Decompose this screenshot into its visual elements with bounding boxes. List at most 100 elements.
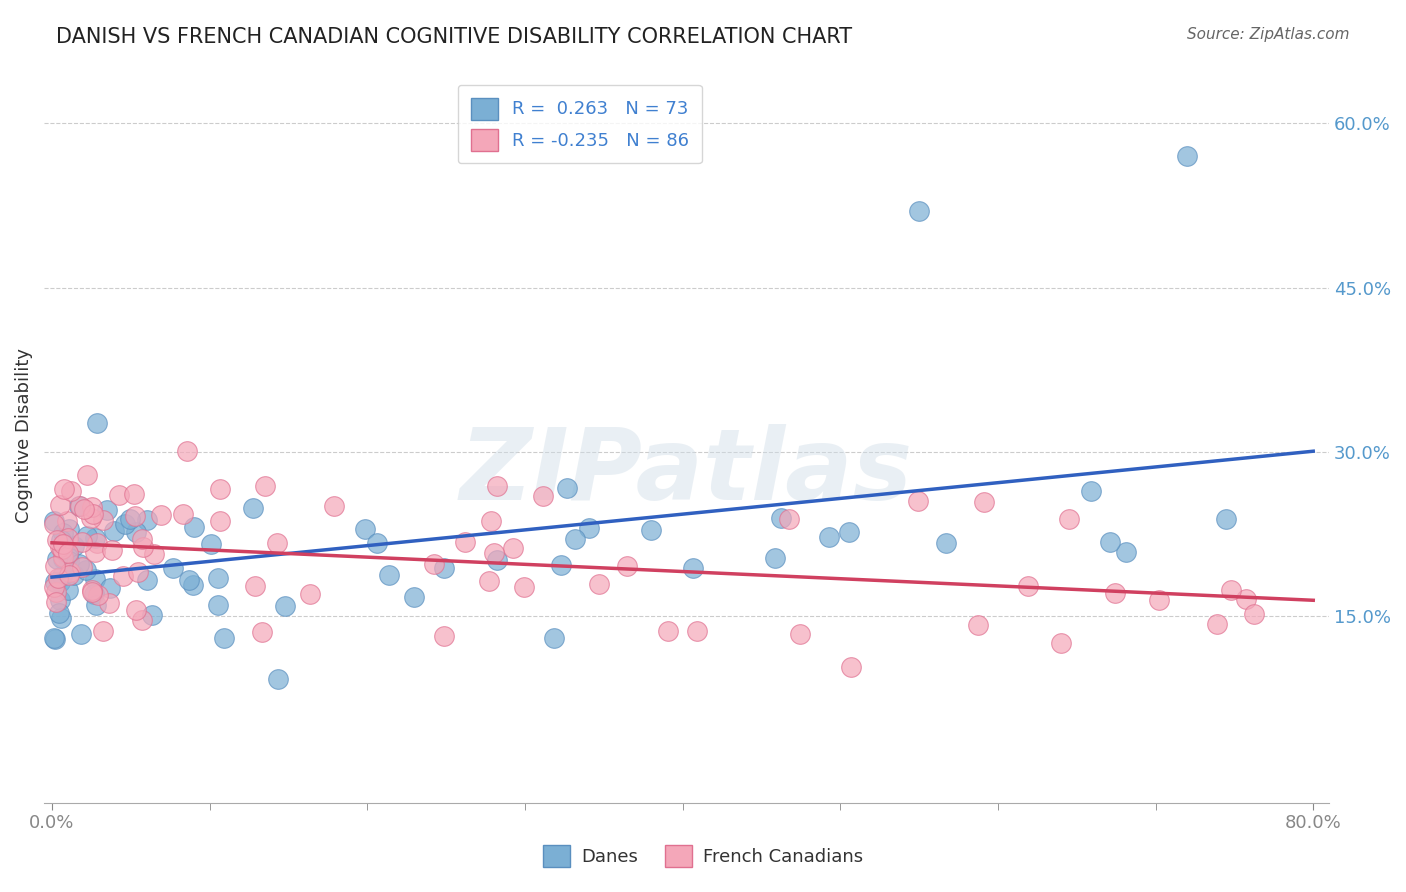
- Point: [63, 540, 86, 554]
- Point: [124, 508, 146, 523]
- Point: [908, 203, 931, 218]
- Point: [58, 554, 80, 568]
- Point: [131, 532, 153, 546]
- Point: [46, 571, 69, 585]
- Point: [76, 468, 98, 483]
- Point: [433, 560, 456, 574]
- Point: [183, 520, 205, 534]
- Point: [44, 558, 66, 573]
- Point: [640, 523, 662, 537]
- Point: [52, 537, 75, 551]
- Point: [1115, 545, 1137, 559]
- Point: [485, 479, 508, 493]
- Point: [108, 488, 131, 502]
- Point: [80, 582, 103, 597]
- Point: [86, 535, 108, 549]
- Point: [478, 574, 501, 589]
- Point: [588, 577, 610, 591]
- Point: [86, 416, 108, 430]
- Point: [58, 532, 80, 546]
- Point: [550, 558, 572, 573]
- Legend: R =  0.263   N = 73, R = -0.235   N = 86: R = 0.263 N = 73, R = -0.235 N = 86: [458, 85, 702, 163]
- Point: [207, 571, 229, 585]
- Point: [266, 535, 288, 549]
- Point: [502, 541, 524, 555]
- Point: [49, 541, 72, 555]
- Point: [1017, 579, 1039, 593]
- Point: [42, 516, 65, 531]
- Point: [1049, 636, 1071, 650]
- Point: [212, 632, 235, 646]
- Point: [1243, 607, 1265, 621]
- Point: [58, 582, 80, 597]
- Point: [48, 606, 70, 620]
- Point: [207, 598, 229, 612]
- Point: [87, 588, 110, 602]
- Point: [52, 482, 75, 496]
- Point: [44, 632, 66, 646]
- Point: [578, 521, 600, 535]
- Point: [763, 551, 786, 566]
- Point: [44, 632, 66, 646]
- Point: [114, 516, 136, 531]
- Point: [44, 575, 66, 590]
- Point: [125, 525, 148, 540]
- Point: [176, 444, 198, 458]
- Point: [49, 533, 72, 547]
- Y-axis label: Cognitive Disability: Cognitive Disability: [15, 348, 32, 523]
- Point: [83, 587, 105, 601]
- Point: [97, 597, 120, 611]
- Point: [84, 531, 107, 545]
- Point: [682, 561, 704, 575]
- Point: [136, 513, 159, 527]
- Point: [181, 578, 204, 592]
- Point: [131, 613, 153, 627]
- Point: [531, 489, 554, 503]
- Point: [45, 552, 67, 566]
- Point: [378, 567, 401, 582]
- Point: [80, 511, 103, 525]
- Point: [103, 524, 125, 538]
- Point: [543, 632, 565, 646]
- Point: [76, 529, 98, 543]
- Point: [422, 557, 444, 571]
- Point: [564, 533, 586, 547]
- Point: [51, 525, 73, 540]
- Point: [56, 514, 79, 528]
- Point: [208, 514, 231, 528]
- Point: [366, 535, 388, 549]
- Point: [80, 500, 103, 514]
- Point: [60, 484, 83, 499]
- Point: [1080, 484, 1102, 499]
- Point: [250, 624, 273, 639]
- Point: [67, 557, 90, 571]
- Point: [51, 611, 73, 625]
- Point: [1098, 535, 1121, 549]
- Point: [91, 513, 114, 527]
- Point: [82, 584, 104, 599]
- Point: [1104, 586, 1126, 600]
- Point: [59, 565, 82, 579]
- Point: [84, 572, 107, 586]
- Point: [322, 499, 344, 513]
- Point: [42, 514, 65, 528]
- Point: [132, 540, 155, 554]
- Point: [1147, 593, 1170, 607]
- Point: [100, 542, 122, 557]
- Point: [935, 536, 957, 550]
- Point: [96, 503, 118, 517]
- Point: [1219, 582, 1241, 597]
- Point: [299, 587, 322, 601]
- Point: [769, 511, 792, 525]
- Point: [84, 599, 107, 613]
- Point: [254, 479, 277, 493]
- Point: [243, 579, 266, 593]
- Point: [67, 499, 90, 513]
- Point: [973, 495, 995, 509]
- Point: [479, 514, 502, 528]
- Point: [58, 523, 80, 537]
- Point: [62, 567, 84, 582]
- Point: [966, 617, 988, 632]
- Point: [142, 547, 165, 561]
- Point: [1206, 617, 1229, 632]
